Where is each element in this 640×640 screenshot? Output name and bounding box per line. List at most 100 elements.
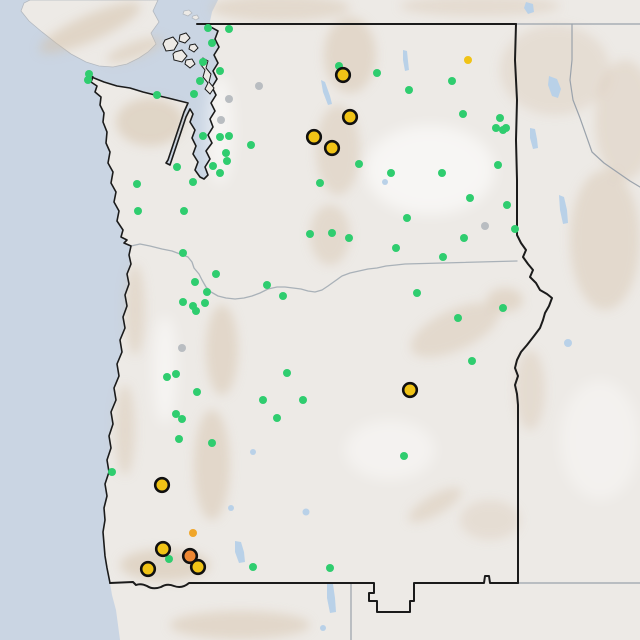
monitor-dot-green[interactable] bbox=[392, 244, 400, 252]
monitor-dot-green[interactable] bbox=[216, 169, 224, 177]
columbia-river-border bbox=[130, 243, 518, 300]
monitor-dot-green[interactable] bbox=[511, 225, 519, 233]
monitor-dot-green[interactable] bbox=[199, 132, 207, 140]
monitor-dot-gray[interactable] bbox=[255, 82, 263, 90]
monitor-dot-green[interactable] bbox=[400, 452, 408, 460]
monitor-dot-green[interactable] bbox=[179, 298, 187, 306]
monitor-dot-green[interactable] bbox=[175, 435, 183, 443]
monitor-dot-green[interactable] bbox=[263, 281, 271, 289]
monitor-dot-green[interactable] bbox=[222, 149, 230, 157]
monitor-dot-green[interactable] bbox=[502, 124, 510, 132]
monitor-dot-green[interactable] bbox=[216, 133, 224, 141]
monitor-dot-amber[interactable] bbox=[189, 529, 197, 537]
monitor-dot-gray[interactable] bbox=[178, 344, 186, 352]
monitor-dot-green[interactable] bbox=[326, 564, 334, 572]
monitor-dot-green[interactable] bbox=[373, 69, 381, 77]
markers-layer bbox=[84, 24, 519, 578]
monitor-dot-gray[interactable] bbox=[217, 116, 225, 124]
monitor-dot-green[interactable] bbox=[448, 77, 456, 85]
monitor-dot-green[interactable] bbox=[306, 230, 314, 238]
monitor-dot-green[interactable] bbox=[494, 161, 502, 169]
monitor-dot-green[interactable] bbox=[173, 163, 181, 171]
monitor-dot-green[interactable] bbox=[208, 39, 216, 47]
monitor-dot-green[interactable] bbox=[216, 67, 224, 75]
incident-circle-yellow[interactable] bbox=[323, 139, 341, 157]
monitor-dot-green[interactable] bbox=[328, 229, 336, 237]
incident-circle-yellow[interactable] bbox=[139, 560, 157, 578]
monitor-dot-green[interactable] bbox=[134, 207, 142, 215]
monitor-dot-green[interactable] bbox=[413, 289, 421, 297]
monitor-dot-green[interactable] bbox=[439, 253, 447, 261]
monitor-dot-green[interactable] bbox=[405, 86, 413, 94]
monitor-dot-green[interactable] bbox=[165, 555, 173, 563]
monitor-dot-green[interactable] bbox=[163, 373, 171, 381]
monitor-dot-green[interactable] bbox=[454, 314, 462, 322]
monitor-dot-green[interactable] bbox=[199, 58, 207, 66]
monitor-dot-green[interactable] bbox=[225, 132, 233, 140]
incident-circle-yellow[interactable] bbox=[153, 476, 171, 494]
monitor-dot-green[interactable] bbox=[208, 439, 216, 447]
monitor-dot-green[interactable] bbox=[316, 179, 324, 187]
monitor-dot-green[interactable] bbox=[179, 249, 187, 257]
incident-circle-yellow[interactable] bbox=[334, 66, 352, 84]
monitor-dot-green[interactable] bbox=[492, 124, 500, 132]
incident-circle-orange[interactable] bbox=[181, 547, 199, 565]
monitor-dot-green[interactable] bbox=[279, 292, 287, 300]
basin-highlights bbox=[153, 75, 640, 500]
incident-circle-yellow[interactable] bbox=[189, 558, 207, 576]
monitor-dot-gray[interactable] bbox=[225, 95, 233, 103]
monitor-dot-green[interactable] bbox=[84, 76, 92, 84]
monitor-dot-green[interactable] bbox=[387, 169, 395, 177]
incident-circle-yellow[interactable] bbox=[341, 108, 359, 126]
monitor-dot-green[interactable] bbox=[403, 214, 411, 222]
monitor-dot-green[interactable] bbox=[172, 410, 180, 418]
monitor-dot-green[interactable] bbox=[459, 110, 467, 118]
monitor-dot-gray[interactable] bbox=[481, 222, 489, 230]
monitor-dot-green[interactable] bbox=[466, 194, 474, 202]
incident-circle-yellow[interactable] bbox=[305, 128, 323, 146]
monitor-dot-green[interactable] bbox=[468, 357, 476, 365]
whidbey-island bbox=[200, 57, 215, 95]
monitor-dot-green[interactable] bbox=[225, 25, 233, 33]
monitor-dot-green[interactable] bbox=[299, 396, 307, 404]
monitor-dot-green[interactable] bbox=[178, 415, 186, 423]
monitor-dot-green[interactable] bbox=[180, 207, 188, 215]
monitor-dot-green[interactable] bbox=[460, 234, 468, 242]
monitor-dot-green[interactable] bbox=[190, 90, 198, 98]
monitor-dot-green[interactable] bbox=[223, 157, 231, 165]
california-border bbox=[109, 575, 519, 613]
monitor-dot-green[interactable] bbox=[193, 388, 201, 396]
monitor-dot-green[interactable] bbox=[133, 180, 141, 188]
monitor-dot-green[interactable] bbox=[172, 370, 180, 378]
monitor-dot-green[interactable] bbox=[273, 414, 281, 422]
monitor-dot-green[interactable] bbox=[196, 77, 204, 85]
monitor-dot-green[interactable] bbox=[108, 468, 116, 476]
monitor-dot-green[interactable] bbox=[203, 288, 211, 296]
lakes bbox=[228, 2, 572, 631]
monitor-dot-green[interactable] bbox=[191, 278, 199, 286]
monitor-dot-green[interactable] bbox=[212, 270, 220, 278]
puget-islands bbox=[162, 9, 215, 95]
monitor-dot-green[interactable] bbox=[355, 160, 363, 168]
monitor-dot-green[interactable] bbox=[189, 178, 197, 186]
monitor-dot-green[interactable] bbox=[201, 299, 209, 307]
monitor-dot-green[interactable] bbox=[153, 91, 161, 99]
monitor-dot-yellow[interactable] bbox=[464, 56, 472, 64]
monitor-dot-green[interactable] bbox=[204, 24, 212, 32]
monitor-dot-green[interactable] bbox=[438, 169, 446, 177]
monitor-dot-green[interactable] bbox=[499, 304, 507, 312]
monitor-dot-green[interactable] bbox=[259, 396, 267, 404]
incident-circle-yellow[interactable] bbox=[154, 540, 172, 558]
monitor-dot-green[interactable] bbox=[247, 141, 255, 149]
monitor-dot-green[interactable] bbox=[496, 114, 504, 122]
incident-circle-yellow[interactable] bbox=[401, 381, 419, 399]
monitor-dot-green[interactable] bbox=[249, 563, 257, 571]
monitor-dot-green[interactable] bbox=[85, 70, 93, 78]
monitor-dot-green[interactable] bbox=[345, 234, 353, 242]
monitor-dot-green[interactable] bbox=[283, 369, 291, 377]
monitor-dot-green[interactable] bbox=[209, 162, 217, 170]
monitor-dot-green[interactable] bbox=[503, 201, 511, 209]
monitor-dot-green[interactable] bbox=[192, 307, 200, 315]
